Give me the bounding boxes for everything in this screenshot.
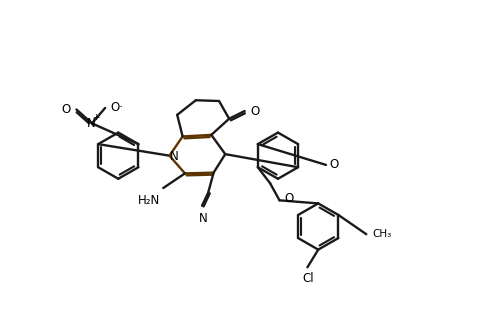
- Text: N: N: [199, 212, 208, 225]
- Text: +: +: [92, 113, 100, 122]
- Text: O·: O·: [110, 101, 124, 114]
- Text: O: O: [284, 192, 294, 205]
- Text: N: N: [170, 150, 179, 163]
- Text: O: O: [251, 105, 260, 118]
- Text: Cl: Cl: [302, 272, 314, 285]
- Text: N: N: [87, 117, 96, 130]
- Text: CH₃: CH₃: [372, 229, 392, 239]
- Text: O: O: [62, 103, 71, 116]
- Text: H₂N: H₂N: [138, 194, 160, 207]
- Text: O: O: [330, 158, 339, 171]
